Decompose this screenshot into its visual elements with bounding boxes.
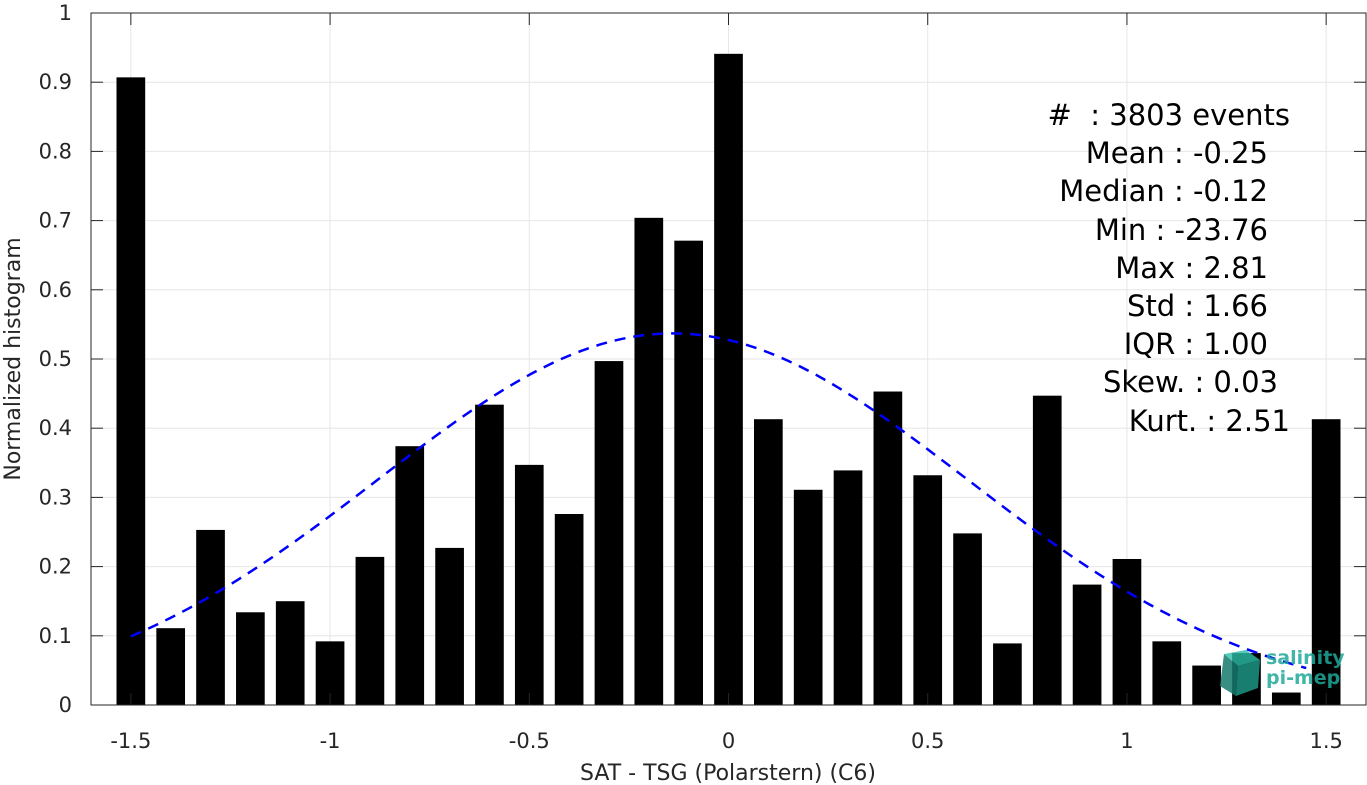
x-tick-label: -1 [320,729,341,753]
histogram-bar [275,601,305,705]
histogram-bar [554,514,584,705]
y-tick-label: 1 [59,1,72,25]
y-tick-label: 0.4 [39,416,72,440]
stat-line: IQR : 1.00 [1123,327,1268,362]
stat-line: Kurt. : 2.51 [1128,403,1290,438]
stat-line: Min : -23.76 [1094,212,1268,247]
gaussian-fit-curve [130,332,1307,670]
histogram-bar [833,470,863,705]
histogram-bar [514,464,544,705]
y-tick-label: 0.9 [39,70,72,94]
y-tick-label: 0.7 [39,209,72,233]
statistics-box: # : 3803 events Mean : -0.25 Median : -0.1… [1000,96,1290,440]
histogram-bar [475,404,504,705]
histogram-bar [116,77,146,705]
histogram-bar [953,533,982,705]
logo-text-line2: pi-mep [1266,667,1341,689]
salinity-cube-logo-icon [1220,650,1260,696]
y-tick-label: 0.2 [39,555,72,579]
stat-line: # : 3803 events [1047,98,1290,132]
x-axis-ticks: -1.5 -1 -0.5 0 0.5 1 1.5 [110,13,1343,753]
histogram-bar [674,240,703,705]
histogram-bar [355,556,385,705]
histogram-bar [1271,692,1301,705]
y-tick-label: 0.1 [39,624,72,648]
histogram-bar [754,419,783,705]
histogram-bar [236,612,265,705]
histogram-bar [594,361,624,705]
logo-text-line1: salinity [1266,647,1345,669]
histogram-bar [1112,558,1142,705]
histogram-bar [793,489,823,705]
histogram-bar [1311,419,1341,705]
histogram-bar [1072,584,1102,705]
y-tick-label: 0 [59,693,72,717]
y-tick-label: 0.8 [39,139,72,163]
histogram-bar [1032,395,1062,705]
histogram-bar [196,529,225,705]
histogram-bar [913,475,943,705]
y-axis-label: Normalized histogram [1,237,26,480]
histogram-bar [1192,665,1221,705]
histogram-bar [634,217,664,705]
stat-line: Mean : -0.25 [1085,136,1268,171]
y-axis-ticks: 0 0.1 0.2 0.3 0.4 0.5 0.6 0.7 0.8 0.9 1 [39,1,1366,717]
x-tick-label: -1.5 [110,729,151,753]
salinity-pi-mep-logo: salinity pi-mep [1216,648,1346,698]
histogram-bar [395,446,425,705]
histogram-bar [1152,641,1182,705]
histogram-bar [993,643,1022,705]
x-axis-label: SAT - TSG (Polarstern) (C6) [580,761,876,785]
x-tick-label: 0 [722,729,735,753]
y-tick-label: 0.5 [39,347,72,371]
histogram-bar [156,628,186,705]
histogram-bar [714,53,743,705]
x-tick-label: 0.5 [911,729,944,753]
stat-line: Skew. : 0.03 [1102,365,1278,400]
x-tick-label: -0.5 [509,729,550,753]
stat-line: Median : -0.12 [1059,174,1268,209]
y-tick-label: 0.3 [39,485,72,509]
stat-line: Std : 1.66 [1127,289,1268,324]
histogram-bars [116,53,1341,705]
histogram-bar [435,547,464,705]
x-tick-label: 1 [1120,729,1133,753]
stat-line: Max : 2.81 [1115,250,1268,285]
y-tick-label: 0.6 [39,278,72,302]
histogram-bar [873,391,903,705]
x-tick-label: 1.5 [1309,729,1342,753]
